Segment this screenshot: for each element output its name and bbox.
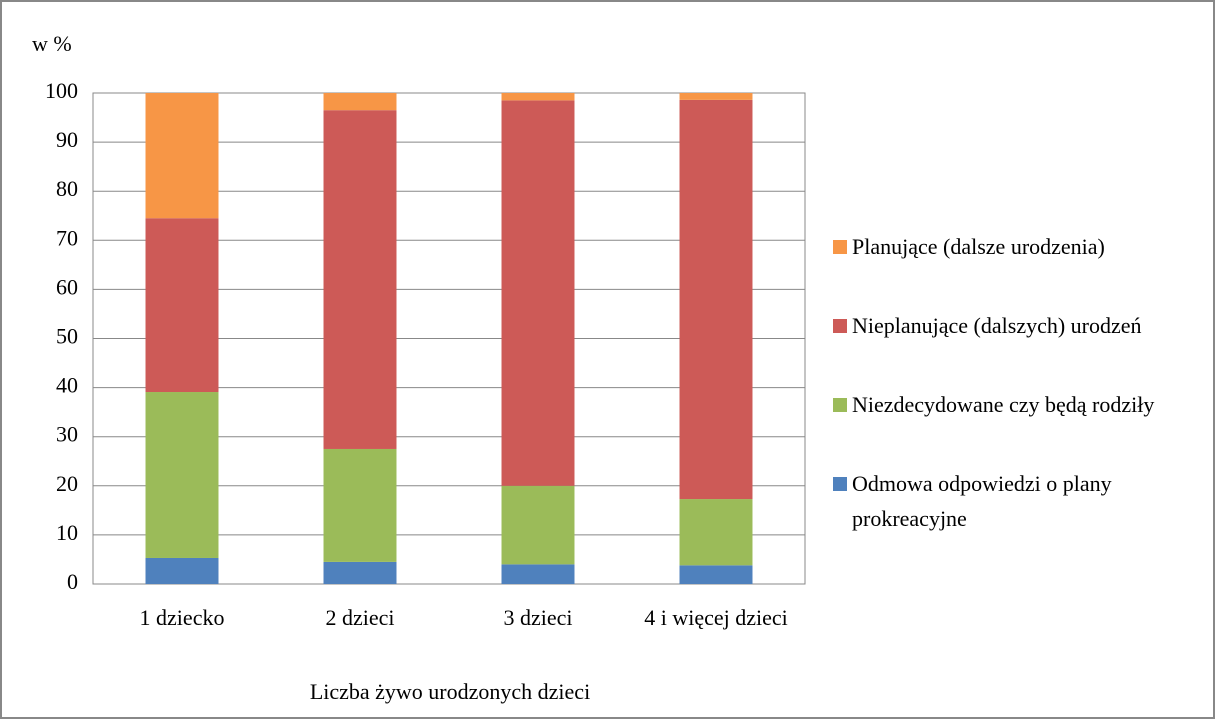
legend-swatch: [833, 240, 847, 254]
bar-segment: [501, 564, 575, 584]
bar-segment: [679, 499, 753, 566]
legend-entry: Odmowa odpowiedzi o plany prokreacyjne: [833, 466, 1203, 536]
y-tick-label: 80: [56, 176, 78, 201]
y-tick-label: 40: [56, 373, 78, 398]
bar-segment: [145, 392, 219, 558]
bar-segment: [145, 218, 219, 393]
bar-segment: [323, 93, 397, 111]
legend-label: Nieplanujące (dalszych) urodzeń: [852, 313, 1142, 338]
legend-swatch: [833, 398, 847, 412]
y-tick-label: 100: [45, 78, 78, 103]
plot-border: [92, 92, 806, 585]
y-tick-label: 20: [56, 471, 78, 496]
x-tick-label: 3 dzieci: [503, 605, 573, 630]
y-tick-label: 90: [56, 127, 78, 152]
legend-swatch: [833, 319, 847, 333]
y-tick-label: 10: [56, 520, 78, 545]
bar-segment: [323, 561, 397, 584]
y-tick-label: 30: [56, 422, 78, 447]
x-tick-label: 1 dziecko: [139, 605, 225, 630]
bar-segment: [679, 99, 753, 500]
bar-segment: [679, 93, 753, 100]
legend-swatch: [833, 477, 847, 491]
bar-segment: [323, 110, 397, 449]
legend-label: Planujące (dalsze urodzenia): [852, 234, 1105, 259]
y-tick-label: 0: [67, 569, 78, 594]
bar-segment: [501, 93, 575, 101]
bar-segment: [501, 100, 575, 486]
y-axis-label: w %: [32, 31, 72, 56]
y-tick-label: 50: [56, 324, 78, 349]
legend-entry: Niezdecydowane czy będą rodziły: [833, 387, 1203, 422]
legend-entry: Nieplanujące (dalszych) urodzeń: [833, 308, 1203, 343]
y-tick-label: 70: [56, 225, 78, 250]
bar-segment: [145, 93, 219, 219]
bar-segment: [679, 565, 753, 584]
y-tick-label: 60: [56, 274, 78, 299]
x-axis-label: Liczba żywo urodzonych dzieci: [310, 679, 590, 704]
bar-segment: [323, 448, 397, 562]
x-tick-label: 2 dzieci: [325, 605, 395, 630]
legend-label: Odmowa odpowiedzi o plany prokreacyjne: [852, 471, 1112, 531]
legend-label: Niezdecydowane czy będą rodziły: [852, 392, 1155, 417]
x-tick-label: 4 i więcej dzieci: [644, 605, 788, 630]
bar-segment: [145, 557, 219, 584]
legend-entry: Planujące (dalsze urodzenia): [833, 229, 1203, 264]
bar-segment: [501, 485, 575, 565]
